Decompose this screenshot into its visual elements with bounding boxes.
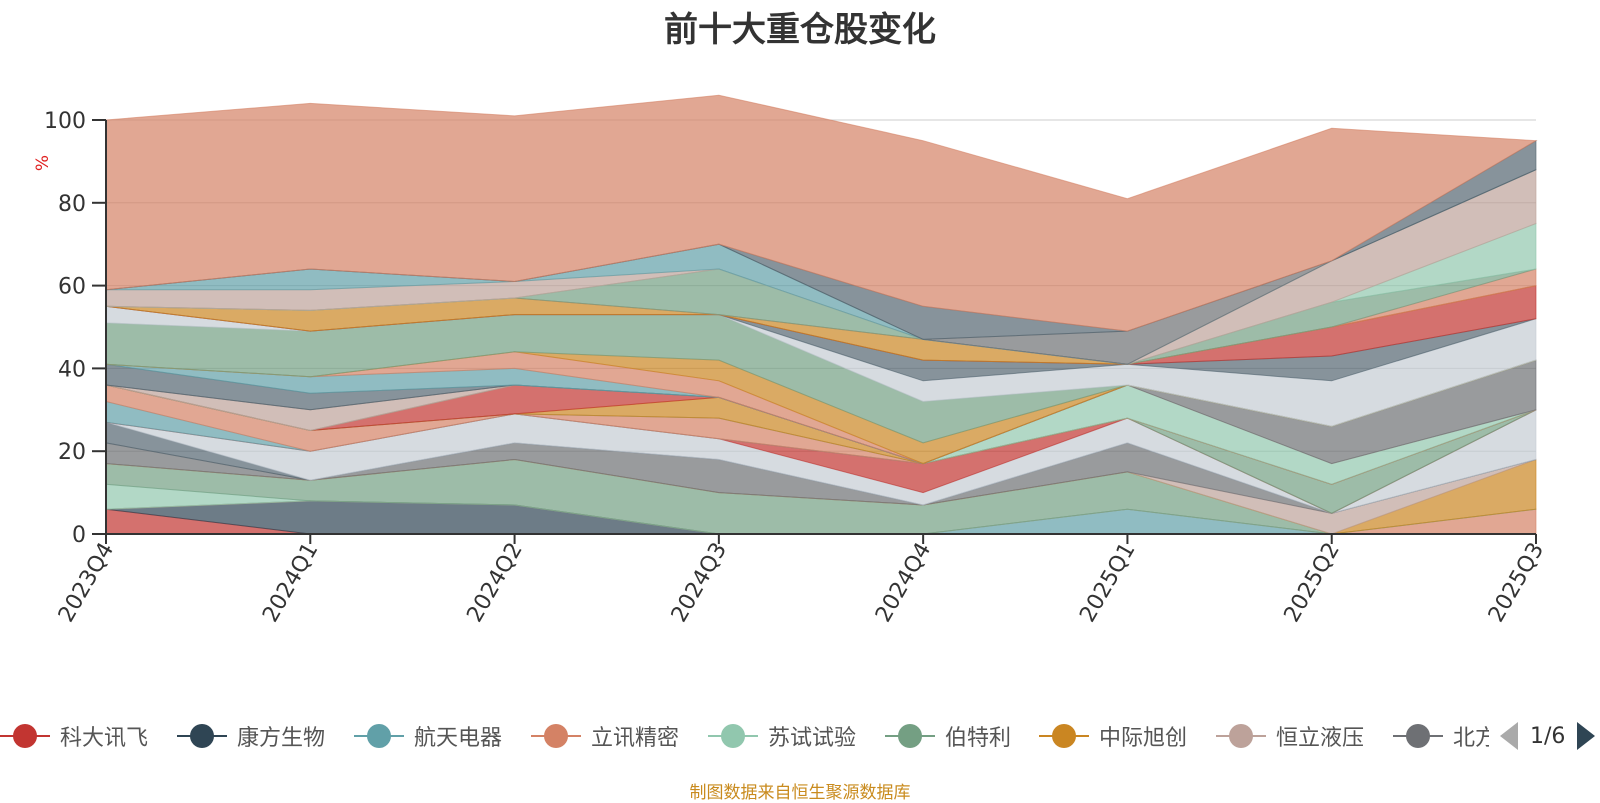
x-tick-labels: 2023Q4 2024Q1 2024Q2 2024Q3 2024Q4 2025Q1 2025… — [54, 534, 1549, 627]
y-tick-label: 60 — [58, 275, 86, 300]
legend-item[interactable]: 中际旭创 — [1039, 714, 1187, 758]
x-tick-label: 2024Q2 — [462, 539, 527, 627]
legend-marker-icon — [177, 721, 227, 751]
legend-marker-icon — [1393, 721, 1443, 751]
legend-label: 康方生物 — [237, 726, 326, 751]
area-series-37[interactable] — [105, 94, 1538, 332]
legend-item[interactable]: 伯特利 — [885, 714, 1011, 758]
legend-item[interactable]: 北方华创 — [1393, 714, 1489, 758]
legend-item[interactable]: 苏试试验 — [708, 714, 856, 758]
x-tick-label: 2025Q3 — [1484, 539, 1549, 627]
legend-marker-icon — [531, 721, 581, 751]
y-tick-label: 20 — [58, 440, 86, 465]
x-tick-label: 2024Q3 — [667, 539, 732, 627]
legend-item[interactable]: 航天电器 — [354, 714, 502, 758]
y-axis-unit-label: % — [33, 155, 53, 171]
legend-marker-icon — [1039, 721, 1089, 751]
legend-label: 恒立液压 — [1276, 726, 1365, 751]
legend-marker-icon — [885, 721, 935, 751]
y-tick-label: 80 — [58, 192, 86, 217]
y-tick-label: 100 — [44, 109, 86, 134]
y-tick-label: 40 — [58, 357, 86, 382]
legend-marker-icon — [354, 721, 404, 751]
chart-title: 前十大重仓股变化 — [664, 10, 936, 50]
legend-marker-icon — [1216, 721, 1266, 751]
legend-label: 北方华创 — [1453, 726, 1489, 751]
legend: 科大讯飞 康方生物 航天电器 立讯精密 苏试试验 伯特利 中际旭创 恒立液压 北方华创 — [0, 714, 1600, 758]
area-series — [105, 94, 1538, 535]
legend-pager: 1/6 — [1500, 714, 1596, 758]
legend-item[interactable]: 立讯精密 — [531, 714, 679, 758]
legend-label: 立讯精密 — [591, 726, 680, 751]
legend-page-indicator: 1/6 — [1530, 723, 1566, 749]
y-tick-label: 0 — [72, 523, 86, 548]
legend-prev-page-icon[interactable] — [1500, 722, 1518, 750]
legend-marker-icon — [0, 721, 50, 751]
legend-label: 苏试试验 — [768, 726, 857, 751]
legend-marker-icon — [708, 721, 758, 751]
legend-item[interactable]: 科大讯飞 — [0, 714, 148, 758]
legend-item[interactable]: 康方生物 — [177, 714, 325, 758]
y-tick-labels: 0 20 40 60 80 100 — [44, 109, 106, 548]
legend-label: 伯特利 — [945, 726, 1012, 751]
data-source-note: 制图数据来自恒生聚源数据库 — [689, 783, 911, 803]
legend-label: 科大讯飞 — [60, 726, 149, 751]
legend-item[interactable]: 恒立液压 — [1216, 714, 1364, 758]
x-tick-label: 2025Q1 — [1075, 539, 1140, 627]
legend-next-page-icon[interactable] — [1577, 722, 1596, 750]
x-tick-label: 2024Q4 — [871, 539, 936, 627]
x-tick-label: 2025Q2 — [1280, 539, 1345, 627]
x-tick-label: 2024Q1 — [258, 539, 323, 627]
legend-label: 航天电器 — [414, 726, 503, 751]
x-tick-label: 2023Q4 — [54, 539, 119, 627]
legend-label: 中际旭创 — [1099, 726, 1188, 751]
axes — [105, 120, 1536, 535]
